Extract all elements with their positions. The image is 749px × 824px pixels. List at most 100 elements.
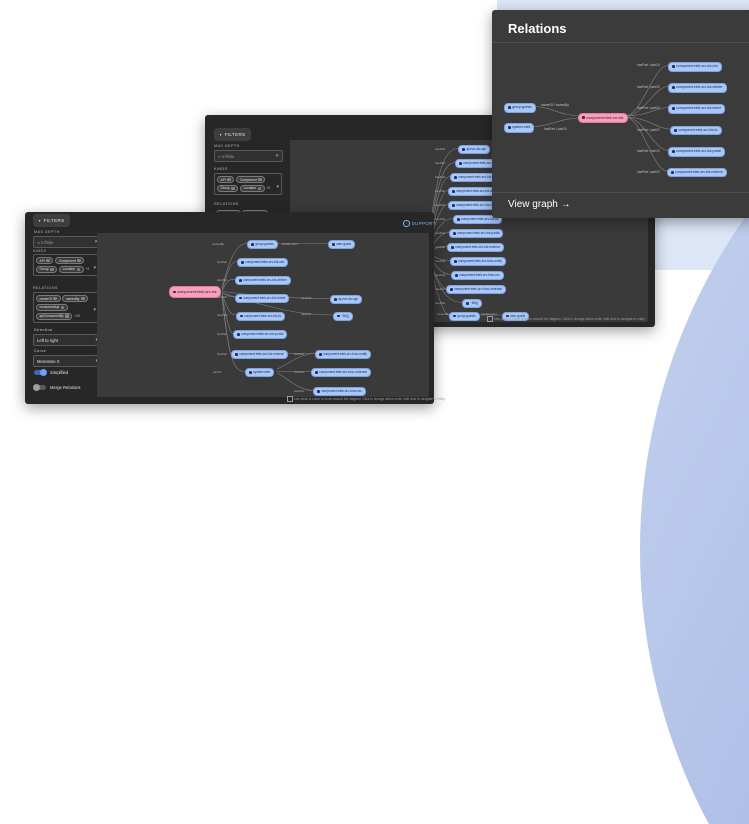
remove-icon[interactable]	[46, 258, 50, 263]
node-label: system:etek	[253, 370, 271, 374]
node-component-etek-srv-biz-portal[interactable]: component:etek-srv-biz-portal	[668, 147, 726, 157]
direction-value: Left to right	[37, 337, 58, 343]
node-user-guest[interactable]: user:guest	[328, 240, 356, 249]
kind-chip[interactable]: Location	[240, 184, 265, 192]
remove-icon[interactable]	[77, 258, 81, 263]
view-graph-link[interactable]: View graph →	[508, 199, 571, 210]
filters-button[interactable]: FILTERS	[215, 129, 250, 140]
node-component-etek-srv-func-ordersal[interactable]: component:etek-srv-func-ordersal	[446, 285, 506, 294]
clear-icon[interactable]	[275, 153, 279, 159]
node-bit[interactable]: ~Bit()	[462, 299, 482, 308]
merge-relations-label: Merge Relations	[50, 385, 81, 390]
remove-icon[interactable]	[257, 186, 262, 191]
relation-chip[interactable]: ownerOf	[36, 295, 61, 302]
node-component-etek-srv-func-rec[interactable]: component:etek-srv-func-rec	[313, 387, 366, 396]
edge-label: hasPart	[435, 174, 446, 179]
node-group-guests[interactable]: group:guests	[247, 240, 278, 249]
toggle-off-icon[interactable]	[33, 384, 46, 391]
kind-chip[interactable]: API	[217, 176, 235, 183]
node-component-etek-srv-biz-liv[interactable]: component:etek-srv-biz-liv	[670, 125, 722, 135]
node-label: api:srv-biz-api	[338, 297, 359, 301]
edge-label: hasPart	[435, 230, 446, 235]
node-label: component:etek-srv-func-ordersal	[319, 370, 367, 374]
direction-select[interactable]: Left to right	[33, 334, 102, 346]
component-icon	[454, 260, 457, 263]
remove-icon[interactable]	[258, 177, 262, 182]
node-group-guests[interactable]: group:guests	[504, 103, 536, 113]
graph-explorer-panel-front: FILTERS MAX DEPTH ∞ Infinite KINDS API C…	[25, 212, 445, 404]
node-group-guests[interactable]: group:guests	[449, 311, 480, 321]
kinds-select[interactable]: API Component Group Location +2	[33, 254, 99, 276]
kind-chip[interactable]: Component	[55, 257, 85, 264]
support-button[interactable]: SUPPORT	[403, 220, 436, 227]
node-user-guest[interactable]: user:guest	[502, 311, 530, 321]
filters-button[interactable]: FILTERS	[34, 215, 69, 226]
node-component-etek-srv-biz-portal[interactable]: component:etek-srv-biz-portal	[449, 229, 504, 238]
node-component-etek-srv-biz-active[interactable]: component:etek-srv-biz	[578, 112, 628, 123]
remove-icon[interactable]	[60, 305, 65, 310]
node-component-etek-srv-biz-deliver[interactable]: component:etek-srv-biz-deliver	[668, 83, 727, 93]
kind-chip[interactable]: Component	[236, 176, 266, 183]
component-icon	[240, 314, 243, 318]
remove-icon[interactable]	[227, 177, 231, 182]
relation-chip[interactable]: consumesApi	[36, 303, 68, 311]
node-label: api:srv-biz-api	[466, 147, 487, 151]
node-label: user:guest	[510, 313, 526, 318]
kind-chip[interactable]: Group	[36, 265, 58, 273]
kind-chip[interactable]: API	[36, 257, 54, 264]
node-label: component:etek-srv-biz-cim	[245, 260, 285, 264]
node-label: component:etek-srv-biz-portal	[241, 332, 284, 336]
node-component-etek-srv-biz-forket[interactable]: component:etek-srv-biz-forket	[235, 293, 290, 303]
node-component-etek-srv-biz-portal[interactable]: component:etek-srv-biz-portal	[233, 330, 288, 339]
component-icon	[451, 246, 454, 249]
node-label: component:etek-srv-biz	[177, 290, 217, 294]
remove-icon[interactable]	[80, 296, 85, 301]
node-component-etek-srv-biz-active[interactable]: component:etek-srv-biz	[169, 286, 221, 298]
node-system-etek[interactable]: system:etek	[245, 368, 275, 377]
node-bit[interactable]: ~Bit()	[333, 311, 353, 321]
node-component-etek-srv-func-rec[interactable]: component:etek-srv-func-rec	[451, 271, 504, 280]
relation-chip[interactable]: ownedBy	[62, 295, 89, 302]
relations-select[interactable]: ownerOf ownedBy consumesApi apiConsumedB…	[33, 292, 99, 323]
chevron-down-icon[interactable]	[276, 175, 279, 193]
node-component-etek-srv-biz-reserve[interactable]: component:etek-srv-biz-reserve	[447, 243, 505, 252]
chevron-down-icon[interactable]	[93, 298, 96, 316]
node-api-srv-biz-api[interactable]: api:srv-biz-api	[330, 295, 363, 304]
toggle-on-icon[interactable]	[34, 369, 47, 376]
node-api-srv-biz-api[interactable]: api:srv-biz-api	[458, 145, 491, 154]
kind-chip[interactable]: Location	[59, 265, 84, 273]
curve-select[interactable]: Monotone X	[33, 355, 102, 367]
remove-icon[interactable]	[50, 267, 54, 272]
remove-icon[interactable]	[231, 186, 235, 191]
edge-label: hasPart / partOf	[637, 127, 660, 132]
curve-label: Curve	[34, 349, 47, 353]
simplified-toggle-row[interactable]: Simplified	[34, 369, 68, 376]
node-component-etek-srv-biz-liv[interactable]: component:etek-srv-biz-liv	[236, 311, 286, 321]
max-depth-input[interactable]: ∞ Infinite	[33, 236, 102, 248]
component-icon	[235, 353, 238, 356]
node-system-etek[interactable]: system:etek	[504, 123, 535, 133]
component-icon	[453, 232, 456, 235]
node-label: component:etek-srv-func-notify	[323, 352, 367, 356]
node-component-etek-srv-biz-cim[interactable]: component:etek-srv-biz-cim	[237, 258, 289, 267]
node-label: component:etek-srv-biz-reserve	[675, 169, 723, 174]
node-component-etek-srv-biz-reserve[interactable]: component:etek-srv-biz-reserve	[667, 167, 727, 177]
kinds-select[interactable]: API Component Group Location +2	[214, 173, 282, 195]
max-depth-input[interactable]: ∞ Infinite	[214, 150, 283, 162]
node-component-etek-srv-biz-forket[interactable]: component:etek-srv-biz-forket	[668, 104, 726, 114]
chevron-down-icon[interactable]	[93, 256, 96, 274]
edge-label: hasPart	[435, 258, 446, 263]
remove-icon[interactable]	[53, 296, 58, 301]
node-component-etek-srv-func-ordersal[interactable]: component:etek-srv-func-ordersal	[311, 368, 371, 377]
node-component-etek-srv-func-notify[interactable]: component:etek-srv-func-notify	[450, 257, 506, 266]
kind-chip[interactable]: Group	[217, 184, 239, 192]
node-component-etek-srv-func-notify[interactable]: component:etek-srv-func-notify	[315, 350, 371, 359]
merge-relations-toggle-row[interactable]: Merge Relations	[33, 384, 81, 391]
relation-chip[interactable]: apiConsumedBy	[36, 312, 73, 320]
remove-icon[interactable]	[65, 314, 69, 318]
remove-icon[interactable]	[76, 267, 81, 272]
node-component-etek-srv-biz-deliver[interactable]: component:etek-srv-biz-deliver	[235, 276, 291, 285]
edge-label: hasPart	[217, 313, 228, 317]
node-component-etek-srv-biz-cim[interactable]: component:etek-srv-biz-cim	[668, 62, 722, 72]
node-component-etek-srv-biz-reserve[interactable]: component:etek-srv-biz-reserve	[231, 350, 289, 359]
